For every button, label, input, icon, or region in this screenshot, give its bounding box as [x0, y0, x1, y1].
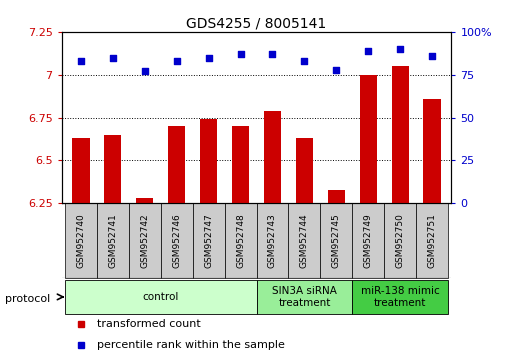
Point [332, 67, 341, 72]
FancyBboxPatch shape [321, 203, 352, 278]
FancyBboxPatch shape [256, 280, 352, 314]
Bar [72, 138, 90, 203]
Point [428, 53, 437, 59]
Text: GSM952745: GSM952745 [332, 213, 341, 268]
Bar [360, 75, 377, 203]
Text: GSM952742: GSM952742 [140, 213, 149, 268]
FancyBboxPatch shape [192, 203, 225, 278]
FancyBboxPatch shape [65, 203, 97, 278]
Text: SIN3A siRNA
treatment: SIN3A siRNA treatment [272, 286, 337, 308]
Text: GSM952751: GSM952751 [428, 213, 437, 268]
Bar [423, 99, 441, 203]
Bar [104, 135, 122, 203]
FancyBboxPatch shape [256, 203, 288, 278]
FancyBboxPatch shape [352, 203, 384, 278]
Point [364, 48, 372, 53]
Bar [264, 111, 281, 203]
Bar [295, 138, 313, 203]
FancyBboxPatch shape [97, 203, 129, 278]
Text: percentile rank within the sample: percentile rank within the sample [96, 340, 285, 350]
Text: GSM952749: GSM952749 [364, 213, 373, 268]
Point [236, 51, 245, 57]
Bar [136, 198, 153, 203]
Bar [232, 126, 249, 203]
FancyBboxPatch shape [352, 280, 448, 314]
FancyBboxPatch shape [161, 203, 192, 278]
Point [172, 58, 181, 64]
Bar [328, 189, 345, 203]
Text: GSM952740: GSM952740 [76, 213, 85, 268]
Text: GSM952743: GSM952743 [268, 213, 277, 268]
FancyBboxPatch shape [225, 203, 256, 278]
Point [268, 51, 277, 57]
Title: GDS4255 / 8005141: GDS4255 / 8005141 [186, 17, 327, 31]
Text: GSM952746: GSM952746 [172, 213, 181, 268]
FancyBboxPatch shape [416, 203, 448, 278]
Point [205, 55, 213, 61]
Text: GSM952741: GSM952741 [108, 213, 117, 268]
Bar [200, 119, 218, 203]
Text: GSM952748: GSM952748 [236, 213, 245, 268]
FancyBboxPatch shape [384, 203, 416, 278]
FancyBboxPatch shape [129, 203, 161, 278]
Point [141, 68, 149, 74]
Text: GSM952750: GSM952750 [396, 213, 405, 268]
Text: protocol: protocol [5, 294, 50, 304]
Bar [168, 126, 185, 203]
Text: control: control [143, 292, 179, 302]
Text: miR-138 mimic
treatment: miR-138 mimic treatment [361, 286, 440, 308]
Bar [391, 66, 409, 203]
Point [76, 58, 85, 64]
FancyBboxPatch shape [288, 203, 321, 278]
Text: GSM952744: GSM952744 [300, 213, 309, 268]
FancyBboxPatch shape [65, 280, 256, 314]
Text: transformed count: transformed count [96, 319, 201, 329]
Point [300, 58, 308, 64]
Point [396, 46, 404, 52]
Point [109, 55, 117, 61]
Text: GSM952747: GSM952747 [204, 213, 213, 268]
